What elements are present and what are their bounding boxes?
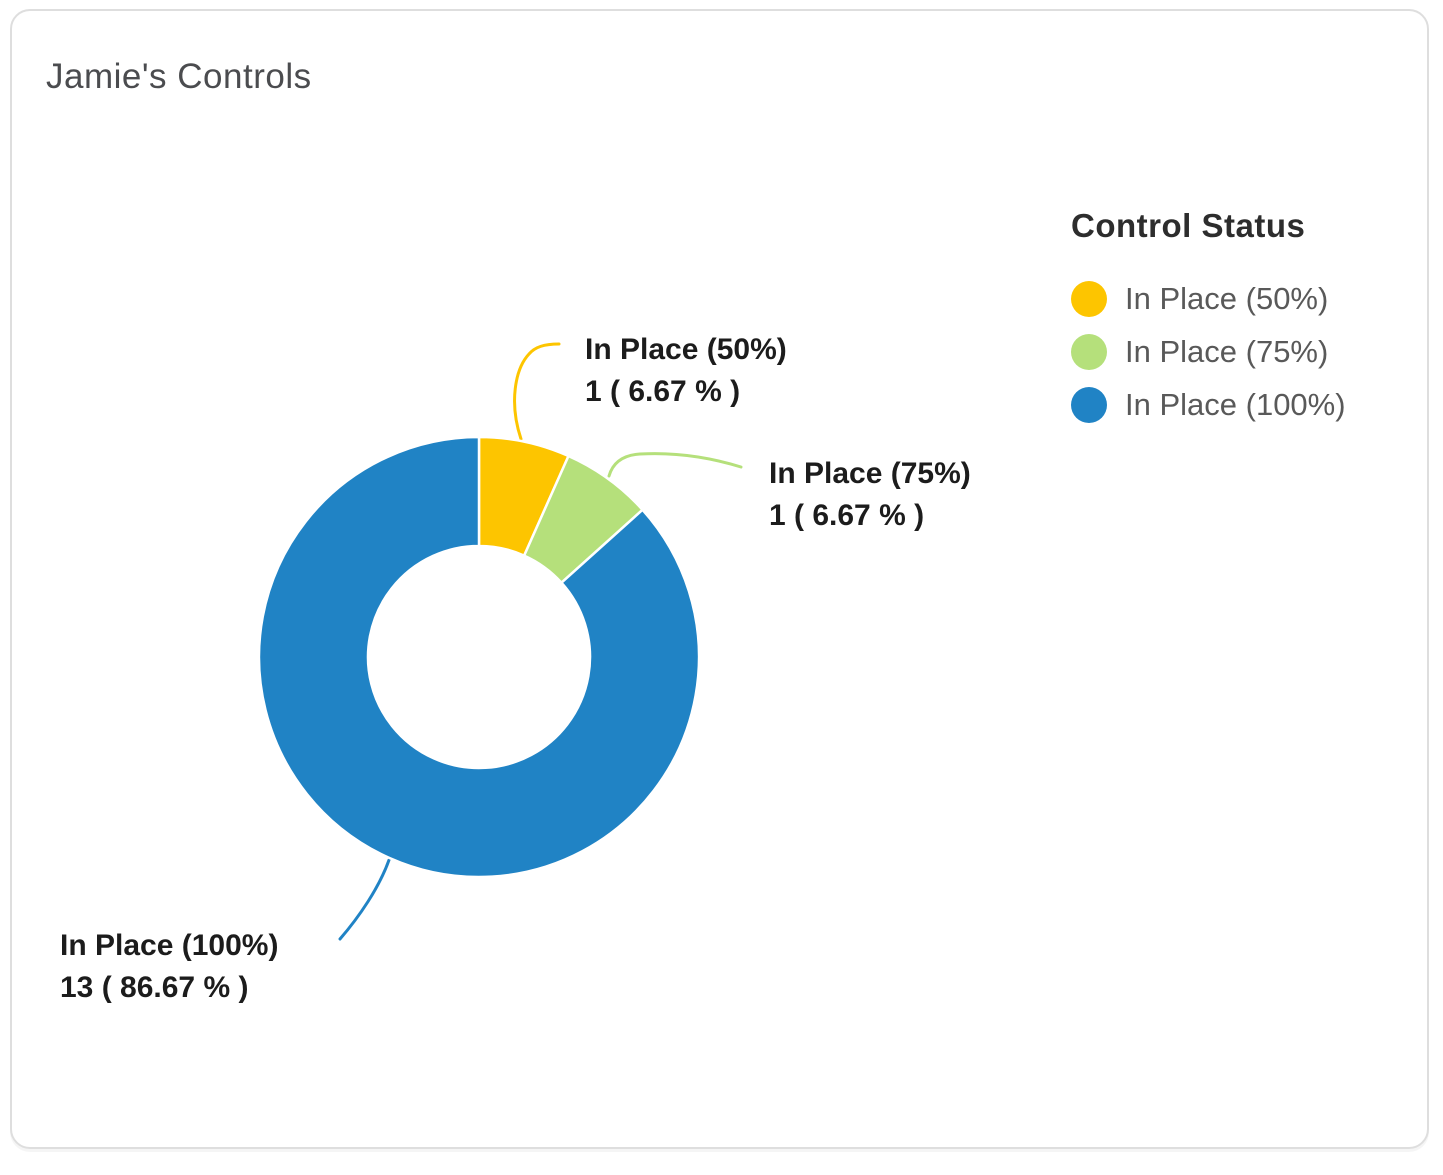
callout-title: In Place (100%) — [60, 929, 279, 962]
legend-dot-icon — [1071, 387, 1107, 423]
legend: Control Status In Place (50%) In Place (… — [1071, 207, 1431, 440]
legend-item-in-place-100[interactable]: In Place (100%) — [1071, 387, 1431, 423]
callout-value: 13 ( 86.67 % ) — [60, 971, 249, 1004]
legend-item-in-place-50[interactable]: In Place (50%) — [1071, 281, 1431, 317]
legend-item-label: In Place (100%) — [1125, 387, 1346, 422]
legend-dot-icon — [1071, 334, 1107, 370]
callout-in-place-100: In Place (100%) 13 ( 86.67 % ) — [60, 925, 278, 1009]
donut-slice-3[interactable] — [257, 435, 701, 879]
chart-card: Jamie's Controls In Place (50%) 1 ( 6.67… — [10, 9, 1429, 1149]
leader-line-100 — [338, 858, 391, 941]
legend-title: Control Status — [1071, 207, 1306, 244]
callout-title: In Place (75%) — [769, 457, 971, 490]
callout-value: 1 ( 6.67 % ) — [769, 499, 925, 532]
legend-item-label: In Place (50%) — [1125, 281, 1329, 316]
callout-in-place-75: In Place (75%) 1 ( 6.67 % ) — [769, 453, 971, 537]
leader-line-75 — [607, 452, 743, 478]
leader-line-50 — [513, 342, 561, 441]
card-title: Jamie's Controls — [46, 57, 312, 96]
legend-item-label: In Place (75%) — [1125, 334, 1329, 369]
callout-value: 1 ( 6.67 % ) — [585, 375, 741, 408]
legend-dot-icon — [1071, 281, 1107, 317]
callout-in-place-50: In Place (50%) 1 ( 6.67 % ) — [585, 329, 787, 413]
callout-title: In Place (50%) — [585, 333, 787, 366]
donut-svg — [257, 342, 743, 941]
donut-chart: In Place (50%) 1 ( 6.67 % ) In Place (75… — [12, 11, 1427, 1147]
legend-item-in-place-75[interactable]: In Place (75%) — [1071, 334, 1431, 370]
